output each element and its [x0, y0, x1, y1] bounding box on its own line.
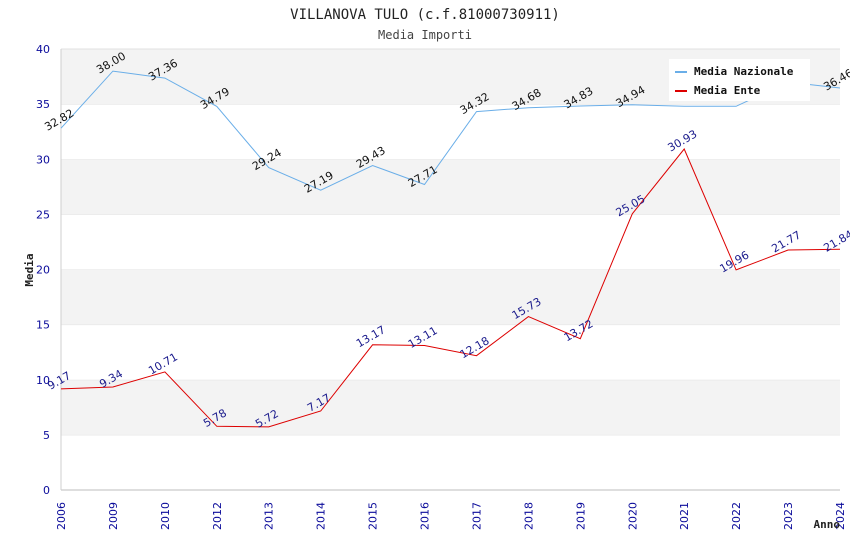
- series-group: [60, 70, 841, 428]
- x-tick-label: 2023: [782, 502, 795, 530]
- x-tick-label: 2009: [107, 502, 120, 530]
- y-axis-ticks: 0 5 10 15 20 25 30 35 40: [36, 43, 50, 497]
- x-tick-label: 2013: [263, 502, 276, 530]
- y-tick-label: 20: [36, 264, 50, 277]
- x-tick-label: 2021: [678, 502, 691, 530]
- grid-band: [61, 214, 840, 270]
- x-tick-label: 2015: [367, 502, 380, 530]
- grid-band: [61, 104, 840, 160]
- x-tick-label: 2018: [522, 502, 535, 530]
- y-tick-label: 40: [36, 43, 50, 56]
- x-axis-label: Anno: [814, 518, 841, 531]
- x-tick-label: 2017: [470, 502, 483, 530]
- y-tick-label: 10: [36, 374, 50, 387]
- y-tick-label: 15: [36, 319, 50, 332]
- grid-band: [61, 379, 840, 435]
- grid-band: [61, 159, 840, 215]
- grid-band: [61, 324, 840, 380]
- y-axis-label: Media: [23, 253, 36, 286]
- x-tick-label: 2019: [574, 502, 587, 530]
- x-tick-label: 2014: [315, 502, 328, 530]
- legend-label-media-ente: Media Ente: [694, 84, 761, 97]
- series-line-media-nazionale: [60, 70, 841, 191]
- chart-subtitle: Media Importi: [378, 28, 472, 42]
- x-tick-label: 2010: [159, 502, 172, 530]
- grid-band: [61, 269, 840, 325]
- series-line-media-ente: [60, 148, 841, 428]
- legend-box: [669, 59, 810, 101]
- y-tick-label: 25: [36, 208, 50, 221]
- y-tick-label: 35: [36, 98, 50, 111]
- y-tick-label: 30: [36, 153, 50, 166]
- x-tick-label: 2016: [419, 502, 432, 530]
- x-tick-label: 2020: [626, 502, 639, 530]
- x-tick-label: 2012: [211, 502, 224, 530]
- x-axis-ticks: 2006 2009 2010 2012 2013 2014 2015 2016 2017 2018…: [55, 502, 847, 530]
- y-tick-label: 5: [43, 429, 50, 442]
- chart-title: VILLANOVA TULO (c.f.81000730911): [290, 7, 560, 23]
- x-tick-label: 2006: [55, 502, 68, 530]
- y-tick-label: 0: [43, 484, 50, 497]
- grid-band: [61, 434, 840, 490]
- legend: Media Nazionale Media Ente: [669, 59, 810, 101]
- x-tick-label: 2024: [834, 502, 847, 530]
- legend-label-media-nazionale: Media Nazionale: [694, 65, 794, 78]
- x-tick-label: 2022: [730, 502, 743, 530]
